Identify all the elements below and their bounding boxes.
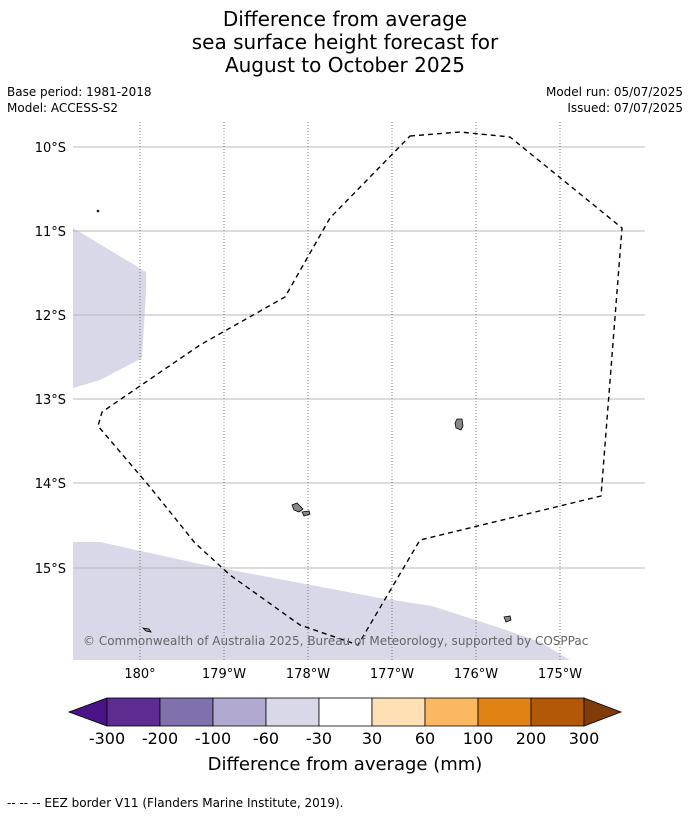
colorbar-segment <box>265 697 320 727</box>
eez-legend: -- -- -- EEZ border V11 (Flanders Marine… <box>7 796 344 810</box>
island <box>141 627 152 633</box>
lat-label: 11°S <box>35 225 66 240</box>
colorbar-label: 200 <box>516 729 547 748</box>
lon-label: 178°W <box>286 667 330 682</box>
colorbar-label: -60 <box>253 729 279 748</box>
longitude-labels: 180° 179°W 178°W 177°W 176°W 175°W <box>124 667 582 682</box>
lon-label: 179°W <box>202 667 246 682</box>
colorbar-label: 60 <box>415 729 435 748</box>
colorbar-segment <box>477 697 532 727</box>
meta-right: Model run: 05/07/2025 Issued: 07/07/2025 <box>546 84 683 116</box>
lat-label: 13°S <box>35 393 66 408</box>
island <box>96 209 100 213</box>
lat-label: 14°S <box>35 477 66 492</box>
base-period: Base period: 1981-2018 <box>7 85 152 99</box>
colorbar-segment <box>530 697 585 727</box>
colorbar-label: 30 <box>362 729 382 748</box>
latitude-gridlines <box>73 146 645 569</box>
colorbar-label: -300 <box>89 729 125 748</box>
model-run: Model run: 05/07/2025 <box>545 85 683 99</box>
model-name: Model: ACCESS-S2 <box>7 101 119 115</box>
lon-label: 175°W <box>538 667 582 682</box>
title-line-1: Difference from average <box>222 7 468 31</box>
latitude-labels: 10°S 11°S 12°S 13°S 14°S 15°S <box>35 141 66 577</box>
eez-border <box>97 131 623 646</box>
colorbar-segment <box>318 697 373 727</box>
island <box>503 615 512 623</box>
map-title: Difference from average sea surface heig… <box>0 8 690 77</box>
colorbar-label: 100 <box>463 729 494 748</box>
colorbar-label: -200 <box>142 729 178 748</box>
lon-label: 177°W <box>370 667 414 682</box>
island <box>301 510 311 517</box>
colorbar-label: -100 <box>195 729 231 748</box>
lat-label: 10°S <box>35 141 66 156</box>
island <box>291 502 304 513</box>
title-line-2: sea surface height forecast for <box>191 30 499 54</box>
colorbar-label: -30 <box>306 729 332 748</box>
title-line-3: August to October 2025 <box>224 53 466 77</box>
lat-label: 15°S <box>35 562 66 577</box>
colorbar-segment <box>212 697 267 727</box>
colorbar-extend-high <box>583 697 623 727</box>
islands <box>96 209 512 633</box>
colorbar-segment <box>159 697 214 727</box>
island <box>454 418 464 431</box>
copyright-text: © Commonwealth of Australia 2025, Bureau… <box>83 634 588 648</box>
meta-left: Base period: 1981-2018 Model: ACCESS-S2 <box>7 84 152 116</box>
colorbar-labels: -300 -200 -100 -60 -30 30 60 100 200 300 <box>89 729 599 748</box>
colorbar-extend-low <box>67 697 108 727</box>
issued-date: Issued: 07/07/2025 <box>567 101 683 115</box>
lat-label: 12°S <box>35 309 66 324</box>
lon-label: 176°W <box>454 667 498 682</box>
colorbar-segment <box>424 697 479 727</box>
colorbar <box>67 697 623 727</box>
lon-label: 180° <box>124 667 155 682</box>
colorbar-segment <box>371 697 426 727</box>
colorbar-label: 300 <box>569 729 600 748</box>
colorbar-segment <box>106 697 161 727</box>
colorbar-title: Difference from average (mm) <box>208 754 483 775</box>
anomaly-area-south <box>73 542 570 660</box>
anomaly-area-west <box>73 228 146 388</box>
